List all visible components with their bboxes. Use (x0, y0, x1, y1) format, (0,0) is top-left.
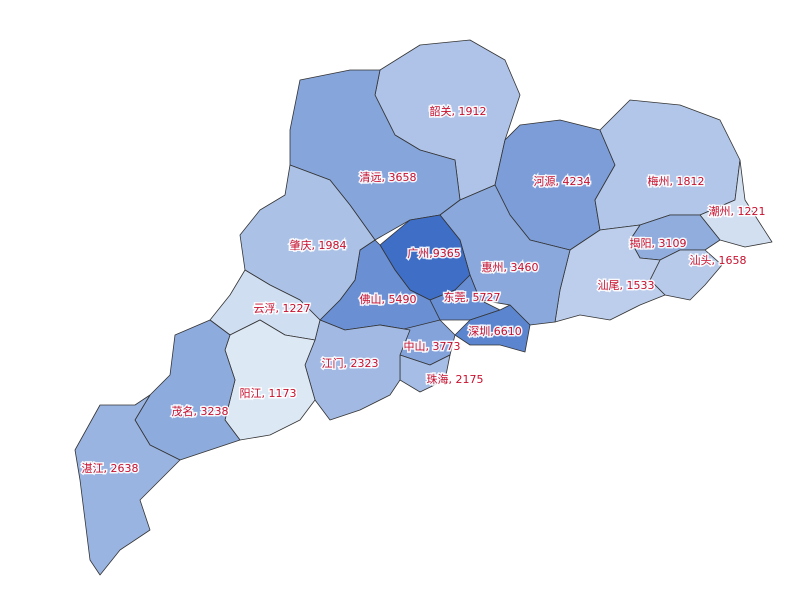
region-label: 茂名, 3238 (172, 404, 229, 418)
labels: 韶关, 1912 清远, 3658 河源, 4234 梅州, 1812 潮州, 1221… (80, 103, 767, 477)
region-label: 佛山, 5490 (360, 293, 417, 306)
region-label: 韶关, 1912 (430, 104, 487, 118)
regions (74, 39, 773, 576)
region-label: 云浮, 1227 (254, 302, 311, 315)
region-label: 河源, 4234 (534, 174, 591, 188)
region-label: 潮州, 1221 (709, 204, 766, 218)
region-label: 惠州, 3460 (482, 260, 539, 274)
region (134, 319, 241, 461)
region-label: 湛江, 2638 (82, 462, 139, 475)
region-label: 中山, 3773 (404, 340, 461, 353)
region-label: 揭阳, 3109 (630, 236, 687, 250)
region-label: 东莞, 5727 (444, 291, 501, 304)
region (304, 319, 411, 421)
region (699, 159, 773, 248)
region-label: 清远, 3658 (360, 171, 417, 184)
region (224, 319, 316, 441)
region-label: 肇庆, 1984 (290, 238, 347, 252)
region-label: 珠海, 2175 (427, 372, 484, 386)
region-label: 阳江, 1173 (240, 387, 297, 400)
region-label: 深圳,6610 (468, 325, 522, 338)
region (554, 224, 666, 323)
region (454, 304, 531, 353)
region-label: 广州,9365 (407, 247, 461, 260)
region (429, 274, 501, 321)
region-label: 梅州, 1812 (648, 174, 705, 188)
region-label: 江门, 2323 (322, 356, 379, 370)
region-label: 汕头, 1658 (690, 254, 747, 267)
region-label: 汕尾, 1533 (598, 279, 655, 292)
region (74, 394, 181, 576)
